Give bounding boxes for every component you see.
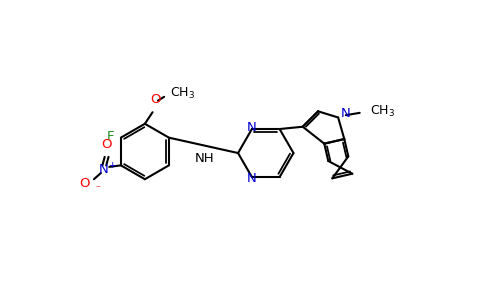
Text: +: + xyxy=(108,161,116,170)
Text: F: F xyxy=(107,130,115,143)
Text: N: N xyxy=(99,163,109,176)
Text: O: O xyxy=(101,139,111,152)
Text: N: N xyxy=(246,121,256,134)
Text: N: N xyxy=(246,172,256,185)
Text: CH$_3$: CH$_3$ xyxy=(169,85,195,100)
Text: O: O xyxy=(79,177,89,190)
Text: NH: NH xyxy=(195,152,214,165)
Text: ⁻: ⁻ xyxy=(95,184,101,194)
Text: N: N xyxy=(340,107,350,120)
Text: CH$_3$: CH$_3$ xyxy=(370,104,395,119)
Text: O: O xyxy=(151,93,161,106)
